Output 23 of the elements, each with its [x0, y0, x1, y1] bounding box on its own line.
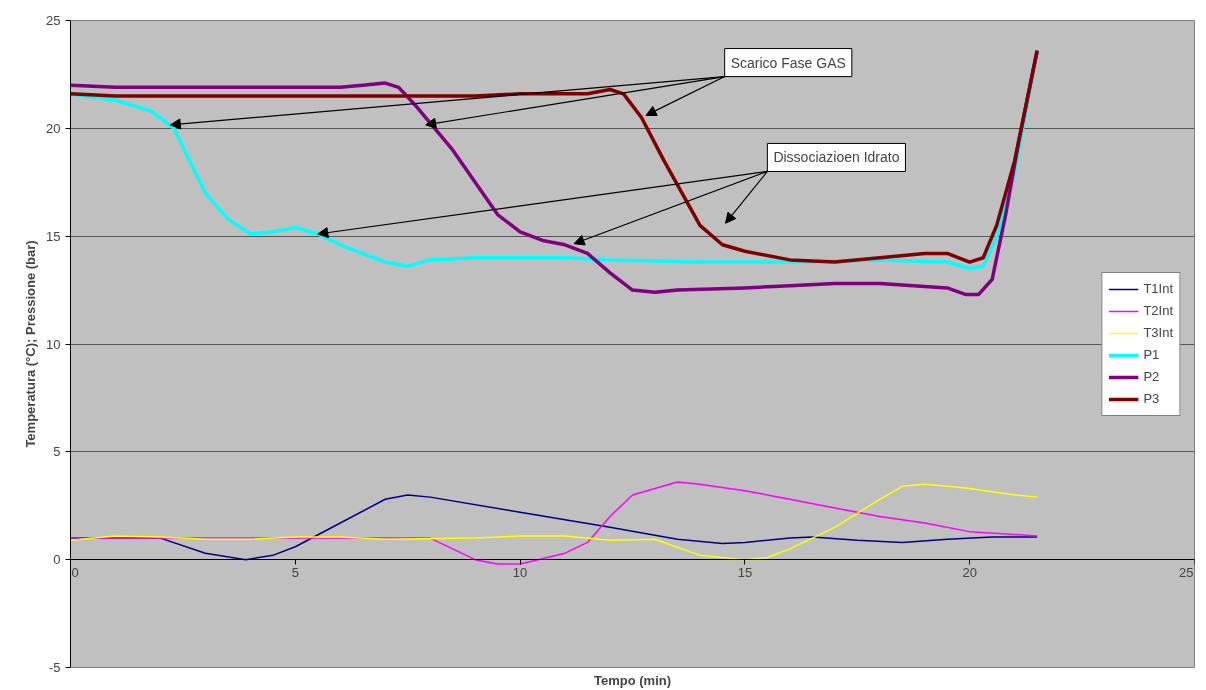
- legend-label: T3Int: [1143, 325, 1173, 340]
- x-axis-title: Tempo (min): [593, 672, 672, 688]
- y-tick-label: 15: [46, 228, 61, 244]
- legend-label: P2: [1143, 369, 1161, 384]
- x-tick-label: 0: [71, 564, 79, 580]
- legend-label: P3: [1143, 391, 1161, 406]
- annotation: Scarico Fase GAS: [730, 54, 846, 71]
- legend-label: T1Int: [1143, 281, 1173, 296]
- y-tick-label: 10: [46, 336, 61, 352]
- annotation: Dissociazioen Idrato: [773, 149, 900, 166]
- x-tick-label: 15: [737, 564, 753, 580]
- y-tick-label: 5: [53, 444, 61, 460]
- x-tick-label: 10: [512, 564, 528, 580]
- x-tick-label: 25: [1179, 564, 1194, 580]
- y-axis-title: Temperatura (°C); Pressione (bar): [23, 240, 39, 448]
- legend-label: P1: [1143, 347, 1161, 362]
- y-tick-label: 0: [53, 552, 61, 568]
- legend-label: T2Int: [1143, 303, 1173, 318]
- x-tick-label: 20: [962, 564, 977, 580]
- y-tick-label: 20: [46, 120, 61, 136]
- y-tick-label: -5: [48, 660, 61, 675]
- y-tick-label: 25: [46, 13, 61, 28]
- x-tick-label: 5: [291, 564, 299, 580]
